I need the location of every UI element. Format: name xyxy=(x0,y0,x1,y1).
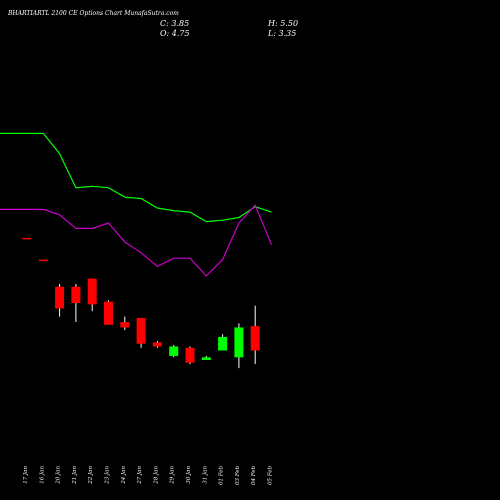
candle-body xyxy=(218,336,228,351)
x-tick-label: 20 Jan xyxy=(56,466,62,485)
candle-body xyxy=(22,237,32,240)
candle-body xyxy=(169,346,179,356)
candle-body xyxy=(185,347,195,363)
candle-body xyxy=(38,259,48,262)
series-line-0 xyxy=(0,132,272,223)
close-value: C: 3.85 xyxy=(160,19,190,28)
candle-7 xyxy=(136,317,146,348)
candle-body xyxy=(234,327,244,358)
x-tick-label: 03 Feb xyxy=(235,466,241,486)
candle-3 xyxy=(71,284,81,323)
candle-body xyxy=(152,342,162,347)
candle-body xyxy=(201,357,211,361)
candle-body xyxy=(55,286,65,309)
x-tick-label: 28 Jan xyxy=(153,466,159,485)
candle-14 xyxy=(250,305,260,365)
open-value: O: 4.75 xyxy=(160,29,190,38)
candle-body xyxy=(71,286,81,304)
x-tick-label: 22 Jan xyxy=(88,466,94,485)
x-tick-label: 21 Jan xyxy=(72,466,78,485)
candle-5 xyxy=(104,300,113,325)
x-tick-label: 24 Jan xyxy=(121,466,127,485)
x-tick-label: 04 Feb xyxy=(251,466,257,486)
candle-1 xyxy=(38,259,48,262)
x-tick-label: 16 Jan xyxy=(39,466,45,484)
candle-8 xyxy=(152,341,162,348)
candle-9 xyxy=(169,345,179,358)
candle-11 xyxy=(201,355,211,361)
x-tick-label: 05 Feb xyxy=(268,466,274,486)
candle-4 xyxy=(87,278,97,312)
candle-12 xyxy=(218,334,228,351)
x-tick-label: 23 Jan xyxy=(105,466,111,485)
candle-10 xyxy=(185,346,195,365)
candle-body xyxy=(87,278,97,305)
low-value: L: 3.35 xyxy=(268,29,297,38)
x-tick-label: 30 Jan xyxy=(186,466,192,484)
moving-average-lines xyxy=(0,132,273,277)
x-tick-label: 29 Jan xyxy=(170,466,176,485)
x-tick-label: 17 Jan xyxy=(23,466,29,484)
x-tick-label: 27 Jan xyxy=(137,466,143,485)
candle-body xyxy=(120,322,130,328)
x-tick-label: 31 Jan xyxy=(202,466,208,484)
chart-title: BHARTIARTL 2100 CE Options Chart MunafaS… xyxy=(8,10,179,17)
x-axis-labels: 17 Jan 16 Jan 20 Jan 21 Jan 22 Jan 23 Jan 24 J… xyxy=(23,466,274,486)
candlesticks xyxy=(22,237,260,369)
candle-2 xyxy=(55,284,65,317)
candle-body xyxy=(136,317,146,344)
candle-body xyxy=(104,301,113,325)
candle-6 xyxy=(120,316,130,331)
candle-body xyxy=(250,326,260,351)
x-tick-label: 01 Feb xyxy=(219,466,225,486)
series-line-1 xyxy=(0,204,273,277)
high-value: H: 5.50 xyxy=(268,19,299,28)
candle-13 xyxy=(234,323,244,369)
candle-0 xyxy=(22,237,32,240)
